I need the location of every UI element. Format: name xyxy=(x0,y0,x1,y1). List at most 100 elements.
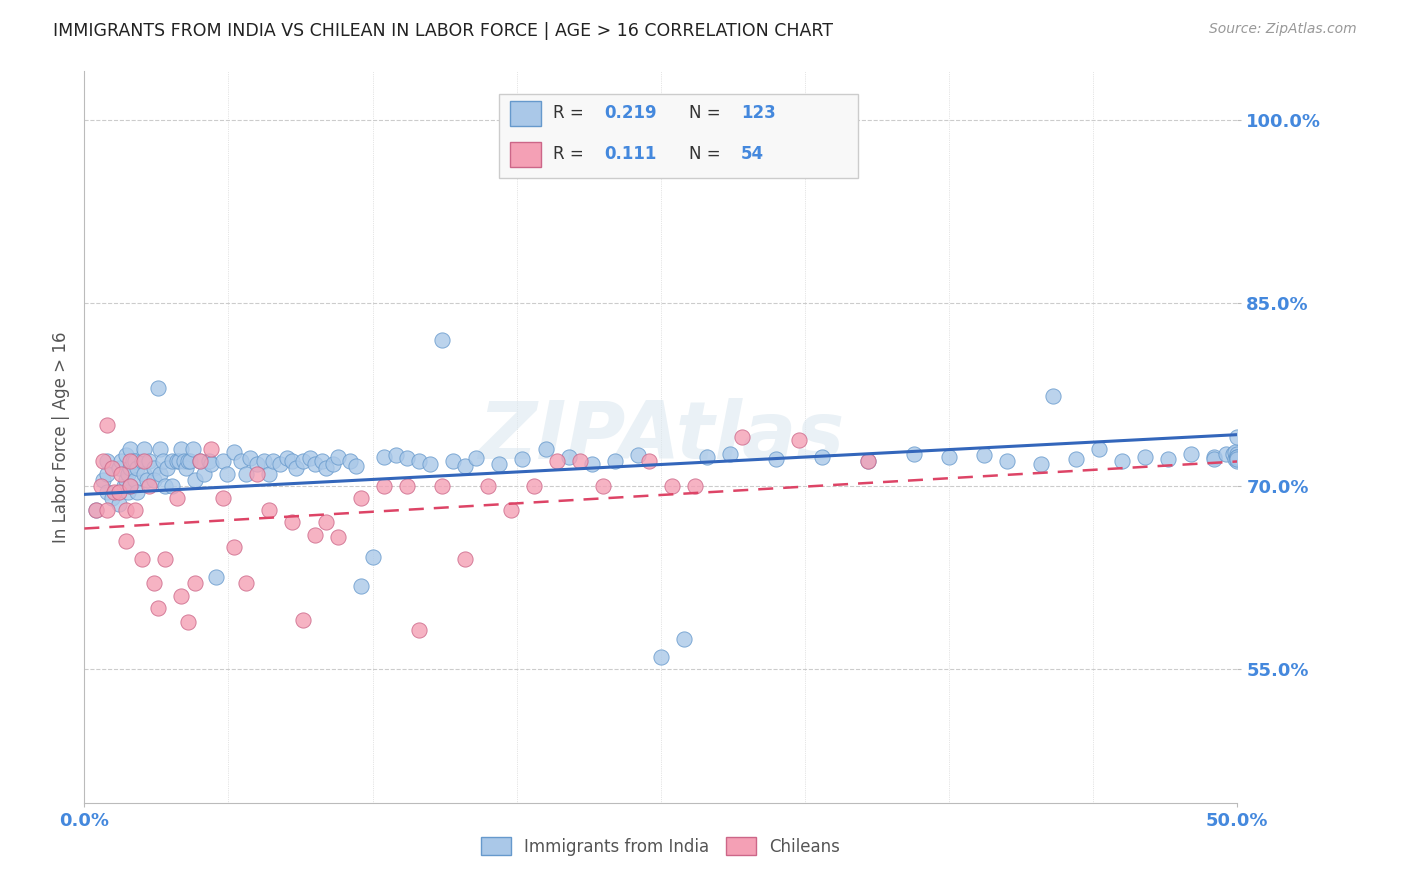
Point xyxy=(304,527,326,541)
Point xyxy=(146,600,169,615)
Point xyxy=(938,450,960,464)
Point xyxy=(166,491,188,505)
Point xyxy=(638,454,661,468)
Point xyxy=(96,417,118,432)
Point xyxy=(153,479,176,493)
Point xyxy=(184,576,207,591)
Point xyxy=(120,442,142,457)
Text: 0.219: 0.219 xyxy=(605,104,657,122)
Point xyxy=(110,467,132,481)
Point xyxy=(281,516,304,530)
Point xyxy=(127,460,149,475)
Point xyxy=(246,467,269,481)
Point xyxy=(672,632,695,647)
Point xyxy=(193,467,215,481)
Point xyxy=(257,467,280,481)
Point xyxy=(117,485,139,500)
Point xyxy=(239,450,262,465)
Point xyxy=(285,460,308,475)
Point xyxy=(396,479,419,493)
Point xyxy=(84,503,107,517)
Point xyxy=(696,450,718,464)
Point xyxy=(304,457,326,471)
Point xyxy=(115,449,138,463)
Point xyxy=(204,570,226,584)
Point xyxy=(124,473,146,487)
Point xyxy=(96,503,118,517)
Point xyxy=(512,452,534,467)
Point xyxy=(384,449,406,463)
Point xyxy=(160,479,183,493)
Point xyxy=(373,479,395,493)
Text: N =: N = xyxy=(689,104,725,122)
Point xyxy=(177,615,200,630)
Point xyxy=(108,485,131,500)
Point xyxy=(120,460,142,475)
Point xyxy=(142,576,165,591)
Point xyxy=(217,467,239,481)
Point xyxy=(299,450,322,465)
Point xyxy=(115,473,138,487)
Point xyxy=(430,333,453,347)
Point xyxy=(1226,450,1249,464)
Point xyxy=(131,454,153,468)
Text: R =: R = xyxy=(553,104,589,122)
Point xyxy=(156,460,179,475)
Point xyxy=(149,442,172,457)
Point xyxy=(200,457,222,471)
Point xyxy=(787,433,810,447)
Point xyxy=(373,450,395,464)
Point xyxy=(811,450,834,464)
Point xyxy=(1226,430,1249,444)
Point xyxy=(134,454,156,468)
Point xyxy=(134,467,156,481)
Point xyxy=(120,454,142,468)
Point xyxy=(1226,450,1249,464)
Point xyxy=(108,497,131,511)
Point xyxy=(546,454,568,468)
Point xyxy=(396,450,419,465)
Point xyxy=(326,530,349,544)
Point xyxy=(408,623,430,637)
Point xyxy=(235,576,257,591)
Point xyxy=(1226,454,1249,468)
Point xyxy=(142,473,165,487)
Point xyxy=(350,491,373,505)
Point xyxy=(858,454,880,468)
Legend: Immigrants from India, Chileans: Immigrants from India, Chileans xyxy=(472,830,849,864)
Point xyxy=(281,454,304,468)
Point xyxy=(115,503,138,517)
Point xyxy=(96,454,118,468)
Point xyxy=(124,503,146,517)
Point xyxy=(153,552,176,566)
Point xyxy=(149,467,172,481)
Point xyxy=(91,473,114,487)
Point xyxy=(224,444,246,458)
Point xyxy=(262,454,284,468)
Point xyxy=(718,447,741,461)
Point xyxy=(1223,452,1246,467)
Point xyxy=(322,457,344,471)
Point xyxy=(361,549,384,564)
Point xyxy=(1222,447,1244,461)
Point xyxy=(1204,450,1226,464)
Point xyxy=(408,454,430,468)
Point xyxy=(1226,452,1249,467)
Point xyxy=(211,454,233,468)
Point xyxy=(603,454,626,468)
Point xyxy=(177,454,200,468)
Point xyxy=(311,454,333,468)
Point xyxy=(224,540,246,554)
Point xyxy=(534,442,557,457)
Point xyxy=(350,579,373,593)
Y-axis label: In Labor Force | Age > 16: In Labor Force | Age > 16 xyxy=(52,331,70,543)
Point xyxy=(685,479,707,493)
Point xyxy=(181,442,204,457)
Point xyxy=(292,454,315,468)
Point xyxy=(142,460,165,475)
Point xyxy=(117,467,139,481)
Point xyxy=(166,454,188,468)
Point xyxy=(198,454,221,468)
Point xyxy=(160,454,183,468)
Point xyxy=(627,449,650,463)
